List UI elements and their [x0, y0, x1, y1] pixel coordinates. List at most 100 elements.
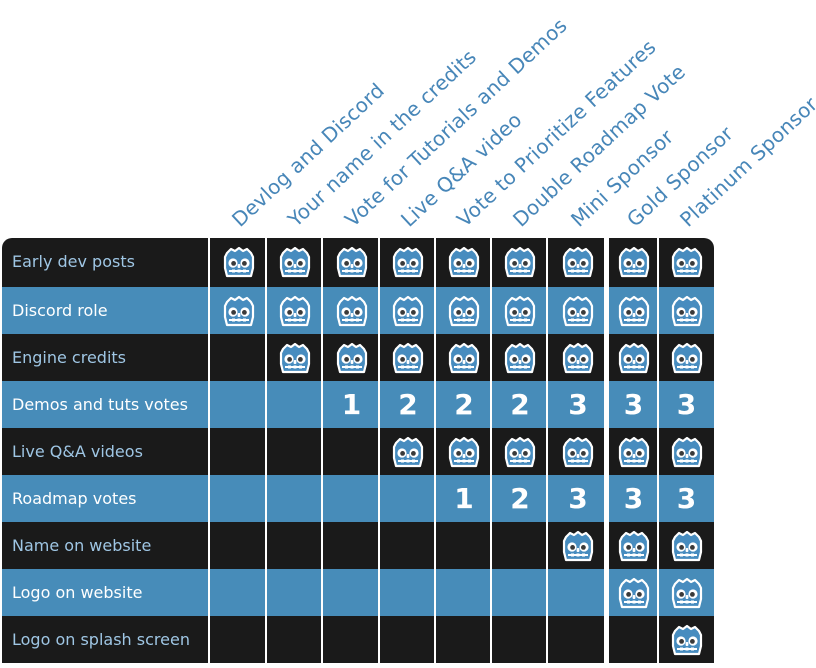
row-label: Live Q&A videos — [12, 442, 143, 461]
column-divider — [321, 238, 323, 668]
vote-count: 3 — [623, 482, 644, 515]
table-cell — [659, 522, 714, 569]
column-divider — [208, 238, 210, 668]
table-cell — [659, 616, 714, 663]
table-cell: 3 — [548, 475, 608, 522]
godot-robot-icon — [562, 342, 594, 373]
table-cell — [267, 428, 323, 475]
table-cell — [210, 428, 267, 475]
table-cell — [210, 334, 267, 381]
table-cell — [548, 334, 608, 381]
table-cell — [323, 238, 380, 285]
table-row: Demos and tuts votes 1 2 2 2 3 3 3 — [2, 381, 714, 428]
vote-count: 3 — [568, 482, 588, 515]
table-cell — [380, 287, 436, 334]
table-cell — [436, 334, 492, 381]
godot-robot-icon — [448, 342, 480, 373]
table-cell — [548, 428, 608, 475]
table-cell — [210, 238, 267, 285]
table-cell: 3 — [548, 381, 608, 428]
row-label: Name on website — [12, 536, 152, 555]
table-cell — [380, 475, 436, 522]
table-row: Logo on splash screen — [2, 616, 714, 663]
table-cell — [548, 287, 608, 334]
column-divider — [378, 238, 380, 668]
godot-robot-icon — [562, 295, 594, 326]
godot-robot-icon — [562, 436, 594, 467]
table-cell: 3 — [659, 381, 714, 428]
godot-robot-icon — [336, 246, 367, 277]
table-cell — [267, 287, 323, 334]
table-cell — [659, 287, 714, 334]
table-cell — [608, 238, 659, 285]
table-cell — [267, 381, 323, 428]
godot-robot-icon — [671, 530, 702, 561]
table-cell — [267, 238, 323, 285]
table-row: Early dev posts — [2, 238, 714, 287]
column-divider — [657, 238, 659, 668]
table-row: Engine credits — [2, 334, 714, 381]
table-cell — [548, 616, 608, 663]
godot-robot-icon — [223, 246, 254, 277]
godot-robot-icon — [562, 246, 594, 277]
vote-count: 3 — [676, 482, 697, 515]
godot-robot-icon — [279, 295, 311, 326]
row-label: Roadmap votes — [12, 489, 137, 508]
table-cell — [492, 287, 548, 334]
vote-count: 1 — [454, 482, 474, 515]
table-cell — [659, 334, 714, 381]
table-cell — [492, 616, 548, 663]
table-cell — [267, 334, 323, 381]
table-cell: 2 — [492, 381, 548, 428]
vote-count: 3 — [623, 388, 644, 421]
table-cell — [659, 238, 714, 285]
godot-robot-icon — [504, 246, 536, 277]
benefits-table: Early dev posts Discord role Engine credit… — [2, 238, 714, 668]
table-cell — [608, 287, 659, 334]
godot-robot-icon — [392, 436, 424, 467]
table-cell — [548, 569, 608, 616]
table-cell — [608, 334, 659, 381]
godot-robot-icon — [279, 246, 311, 277]
vote-count: 1 — [341, 388, 362, 421]
godot-robot-icon — [618, 295, 649, 326]
table-cell — [608, 522, 659, 569]
row-label: Engine credits — [12, 348, 126, 367]
table-cell — [323, 522, 380, 569]
table-cell: 1 — [323, 381, 380, 428]
godot-robot-icon — [448, 436, 480, 467]
table-cell — [210, 569, 267, 616]
table-cell — [267, 475, 323, 522]
table-cell — [323, 428, 380, 475]
table-cell — [380, 334, 436, 381]
table-cell — [659, 428, 714, 475]
row-label: Early dev posts — [12, 252, 135, 271]
godot-robot-icon — [562, 530, 594, 561]
table-cell — [436, 238, 492, 285]
table-cell — [436, 428, 492, 475]
godot-robot-icon — [671, 342, 702, 373]
table-row: Name on website — [2, 522, 714, 569]
table-cell — [210, 522, 267, 569]
table-cell — [436, 522, 492, 569]
vote-count: 2 — [454, 388, 474, 421]
godot-robot-icon — [618, 246, 649, 277]
godot-robot-icon — [618, 577, 649, 608]
table-cell — [608, 616, 659, 663]
column-divider — [265, 238, 267, 668]
godot-robot-icon — [392, 246, 424, 277]
table-cell — [436, 287, 492, 334]
table-cell — [267, 616, 323, 663]
godot-robot-icon — [671, 577, 702, 608]
table-cell — [608, 569, 659, 616]
column-divider — [546, 238, 548, 668]
table-cell — [492, 428, 548, 475]
table-cell — [436, 616, 492, 663]
column-divider — [604, 238, 609, 668]
column-divider — [490, 238, 492, 668]
table-cell — [548, 238, 608, 285]
table-cell — [548, 522, 608, 569]
table-cell — [210, 616, 267, 663]
row-label: Demos and tuts votes — [12, 395, 188, 414]
table-cell — [210, 475, 267, 522]
